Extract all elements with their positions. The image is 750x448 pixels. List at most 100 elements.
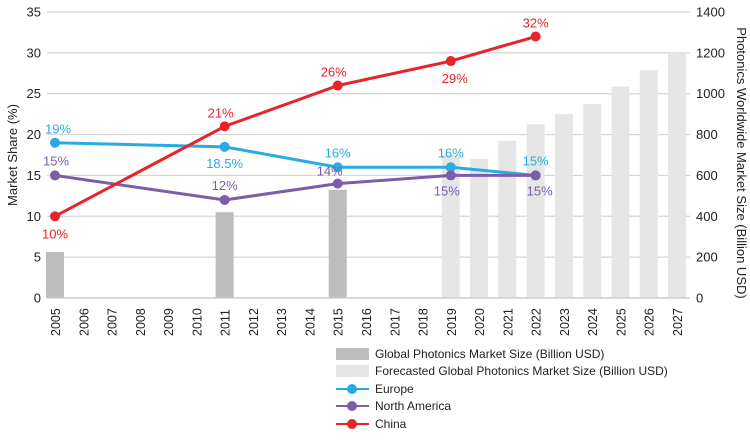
data-label: 16% [438, 145, 464, 160]
legend-item-europe: Europe [336, 380, 668, 398]
bar [328, 189, 347, 298]
x-tick-label: 2024 [586, 308, 600, 336]
data-point [50, 137, 60, 148]
bar [215, 212, 234, 298]
legend-swatch [336, 365, 369, 378]
legend-swatch [336, 418, 369, 430]
bar [639, 70, 658, 298]
data-point [219, 121, 230, 132]
legend-swatch [336, 400, 369, 412]
bar [498, 140, 517, 298]
x-tick-label: 2010 [190, 308, 204, 336]
x-tick-label: 2005 [49, 308, 63, 336]
x-tick-label: 2009 [162, 308, 176, 336]
y2-tick-label: 800 [696, 127, 718, 142]
x-tick-label: 2015 [332, 308, 346, 336]
x-tick-label: 2013 [275, 308, 289, 336]
x-tick-label: 2025 [614, 308, 628, 336]
legend-label: North America [375, 399, 452, 414]
bar [526, 124, 545, 298]
y-tick-label: 10 [27, 209, 41, 224]
data-label: 18.5% [206, 156, 243, 171]
legend-item-forecast: Forecasted Global Photonics Market Size … [336, 363, 668, 381]
data-point [50, 170, 60, 181]
y2-tick-label: 1000 [696, 86, 725, 101]
legend-label: Forecasted Global Photonics Market Size … [375, 364, 668, 379]
legend-swatch [336, 347, 369, 360]
data-point [445, 170, 456, 181]
legend-label: Global Photonics Market Size (Billion US… [375, 346, 605, 361]
y-tick-label: 30 [27, 45, 41, 60]
x-tick-label: 2027 [671, 308, 685, 336]
x-tick-label: 2023 [558, 308, 572, 336]
y-axis-title: Market Share (%) [5, 104, 20, 206]
y2-tick-label: 400 [696, 209, 718, 224]
y2-tick-label: 1400 [696, 5, 725, 20]
legend-item-market-size: Global Photonics Market Size (Billion US… [336, 345, 668, 363]
data-label: 21% [208, 105, 234, 120]
legend-item-north-america: North America [336, 398, 668, 416]
y-tick-label: 20 [27, 127, 41, 142]
data-label: 15% [523, 153, 549, 168]
data-point [332, 162, 343, 173]
y2-tick-label: 0 [696, 291, 703, 306]
x-tick-label: 2008 [134, 308, 148, 336]
x-tick-label: 2026 [643, 308, 657, 336]
x-tick-label: 2016 [360, 308, 374, 336]
data-point [445, 162, 456, 173]
legend-swatch [336, 383, 369, 395]
x-tick-label: 2012 [247, 308, 261, 336]
data-point [219, 194, 230, 205]
data-point [332, 80, 343, 91]
bar [611, 86, 630, 298]
data-point [445, 56, 456, 67]
bar [583, 103, 602, 298]
data-label: 16% [325, 145, 351, 160]
y2-axis-title: Photonics Worldwide Market Size (Billion… [734, 27, 749, 298]
y-tick-label: 25 [27, 86, 41, 101]
legend-item-china: China [336, 415, 668, 433]
data-label: 12% [212, 178, 238, 193]
y2-tick-label: 600 [696, 168, 718, 183]
y2-tick-label: 1200 [696, 45, 725, 60]
data-point [50, 211, 60, 222]
y-tick-label: 0 [34, 291, 41, 306]
data-point [530, 31, 541, 42]
legend-label: China [375, 416, 407, 431]
y-tick-label: 35 [27, 5, 41, 20]
data-label: 15% [43, 153, 69, 168]
data-label: 26% [321, 65, 347, 80]
bar [470, 159, 489, 298]
bar [46, 252, 64, 298]
legend: Global Photonics Market Size (Billion US… [336, 345, 668, 433]
x-tick-label: 2020 [473, 308, 487, 336]
x-tick-label: 2006 [77, 308, 91, 336]
x-tick-label: 2017 [388, 308, 402, 336]
x-tick-label: 2014 [303, 308, 317, 336]
x-tick-label: 2022 [530, 308, 544, 336]
bar [668, 52, 686, 298]
x-tick-label: 2011 [219, 309, 233, 336]
data-label: 15% [434, 183, 460, 198]
data-label: 32% [523, 16, 549, 31]
y-tick-label: 15 [27, 168, 41, 183]
data-point [332, 178, 343, 189]
bar [554, 114, 573, 299]
data-label: 14% [317, 164, 343, 179]
data-point [219, 141, 230, 152]
legend-label: Europe [375, 381, 414, 396]
y2-tick-label: 200 [696, 250, 718, 265]
x-tick-label: 2019 [445, 308, 459, 336]
y-tick-label: 5 [34, 250, 41, 265]
data-label: 10% [42, 226, 68, 241]
data-label: 19% [45, 122, 71, 137]
x-tick-label: 2007 [106, 308, 120, 336]
data-label: 15% [527, 183, 553, 198]
x-tick-label: 2021 [501, 308, 515, 336]
data-point [530, 170, 541, 181]
x-tick-label: 2018 [417, 308, 431, 336]
bar [441, 155, 460, 298]
data-label: 29% [442, 71, 468, 86]
